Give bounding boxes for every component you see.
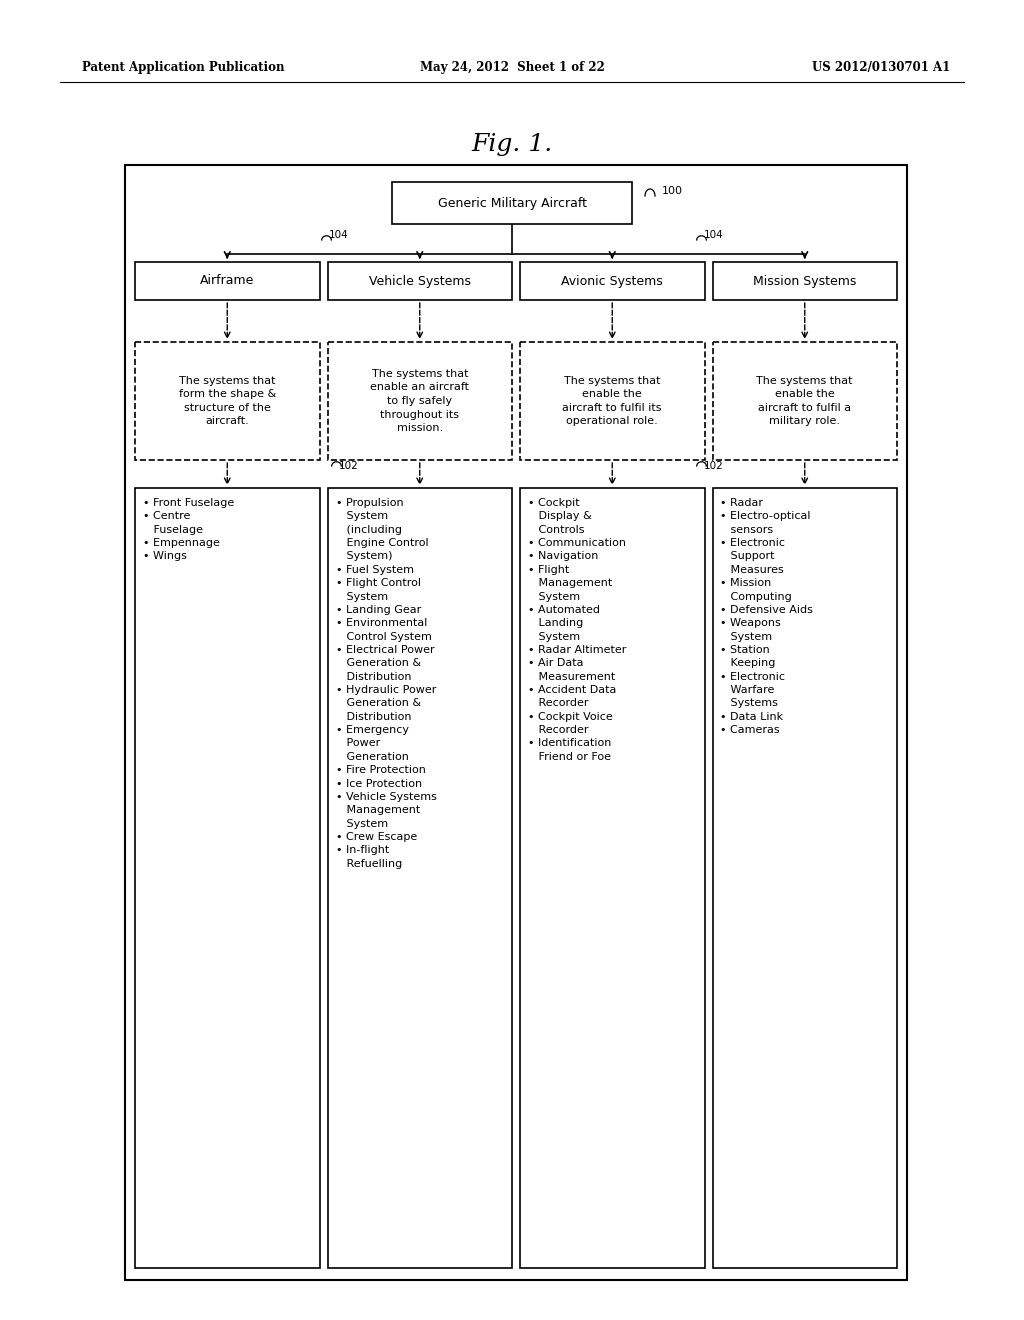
Text: US 2012/0130701 A1: US 2012/0130701 A1 bbox=[812, 62, 950, 74]
Bar bbox=[713, 488, 897, 1269]
Text: Avionic Systems: Avionic Systems bbox=[561, 275, 664, 288]
Text: • Propulsion
   System
   (including
   Engine Control
   System)
• Fuel System
: • Propulsion System (including Engine Co… bbox=[336, 498, 436, 869]
Text: • Cockpit
   Display &
   Controls
• Communication
• Navigation
• Flight
   Mana: • Cockpit Display & Controls • Communica… bbox=[528, 498, 627, 762]
Text: Airframe: Airframe bbox=[200, 275, 254, 288]
Text: Generic Military Aircraft: Generic Military Aircraft bbox=[437, 197, 587, 210]
Bar bbox=[135, 261, 319, 300]
Bar bbox=[135, 488, 319, 1269]
Bar bbox=[328, 488, 512, 1269]
Bar bbox=[713, 261, 897, 300]
Bar bbox=[713, 342, 897, 459]
Bar bbox=[125, 165, 907, 1280]
Text: 102: 102 bbox=[703, 461, 723, 471]
Bar bbox=[520, 342, 705, 459]
Bar bbox=[135, 342, 319, 459]
Text: • Front Fuselage
• Centre
   Fuselage
• Empennage
• Wings: • Front Fuselage • Centre Fuselage • Emp… bbox=[143, 498, 234, 561]
Text: Vehicle Systems: Vehicle Systems bbox=[369, 275, 471, 288]
Text: 104: 104 bbox=[329, 230, 348, 240]
Bar bbox=[328, 261, 512, 300]
Text: The systems that
enable the
aircraft to fulfil its
operational role.: The systems that enable the aircraft to … bbox=[562, 376, 662, 426]
Text: 102: 102 bbox=[339, 461, 358, 471]
Bar bbox=[520, 261, 705, 300]
Bar bbox=[520, 488, 705, 1269]
Text: May 24, 2012  Sheet 1 of 22: May 24, 2012 Sheet 1 of 22 bbox=[420, 62, 604, 74]
Text: The systems that
enable an aircraft
to fly safely
throughout its
mission.: The systems that enable an aircraft to f… bbox=[371, 368, 469, 433]
Text: The systems that
form the shape &
structure of the
aircraft.: The systems that form the shape & struct… bbox=[178, 376, 275, 426]
Text: Patent Application Publication: Patent Application Publication bbox=[82, 62, 285, 74]
Bar bbox=[392, 182, 632, 224]
Text: 104: 104 bbox=[703, 230, 723, 240]
Text: Fig. 1.: Fig. 1. bbox=[471, 133, 553, 157]
Text: The systems that
enable the
aircraft to fulfil a
military role.: The systems that enable the aircraft to … bbox=[757, 376, 853, 426]
Text: Mission Systems: Mission Systems bbox=[753, 275, 856, 288]
Text: 100: 100 bbox=[662, 186, 683, 195]
Text: • Radar
• Electro-optical
   sensors
• Electronic
   Support
   Measures
• Missi: • Radar • Electro-optical sensors • Elec… bbox=[721, 498, 813, 735]
Bar bbox=[328, 342, 512, 459]
